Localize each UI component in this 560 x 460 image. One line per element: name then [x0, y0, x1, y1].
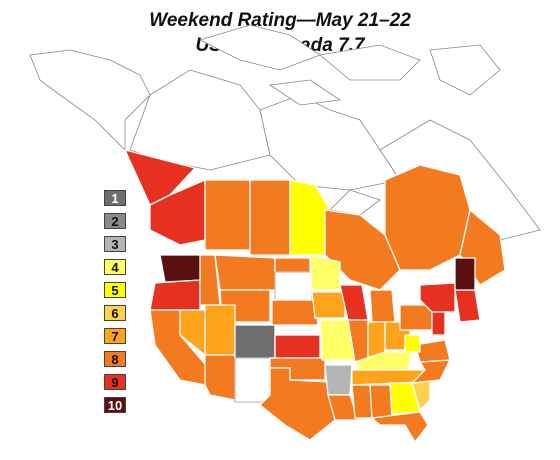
region-new-mexico [234, 357, 271, 403]
region-kansas [274, 334, 321, 359]
region-iowa [311, 291, 346, 319]
legend: 1 2 3 4 5 6 7 8 9 10 [104, 190, 126, 420]
region-virginia [414, 339, 451, 363]
region-utah [204, 304, 236, 356]
region-mississippi [351, 384, 373, 419]
legend-label: 4 [111, 260, 119, 275]
legend-label: 8 [111, 352, 119, 367]
region-arizona [204, 354, 236, 401]
legend-item-10: 10 [104, 397, 126, 413]
region-texas [259, 367, 336, 441]
region-washington [159, 254, 203, 283]
map-title: Weekend Rating—May 21–22 [149, 10, 411, 31]
region-maine [454, 257, 476, 291]
region-alabama [369, 384, 393, 419]
legend-item-5: 5 [104, 282, 126, 298]
legend-label: 5 [111, 283, 119, 298]
legend-label: 7 [111, 329, 119, 344]
region-new-jersey [431, 311, 446, 336]
legend-label: 2 [111, 214, 119, 229]
legend-label: 9 [111, 375, 119, 390]
region-colorado [234, 324, 276, 359]
region-west-virginia [404, 334, 421, 353]
region-alberta [204, 179, 251, 251]
region-manitoba [289, 179, 331, 256]
region-montana [214, 254, 276, 291]
legend-item-6: 6 [104, 305, 126, 321]
legend-item-8: 8 [104, 351, 126, 367]
region-minnesota [309, 254, 341, 291]
region-new-england [454, 289, 481, 323]
region-florida [371, 411, 429, 443]
region-michigan [369, 289, 396, 323]
region-saskatchewan [249, 179, 291, 256]
region-arkansas [324, 364, 353, 396]
rated-regions [124, 149, 506, 443]
region-nebraska [271, 299, 319, 326]
region-north-dakota [274, 257, 311, 273]
legend-item-3: 3 [104, 236, 126, 252]
legend-label: 6 [111, 306, 119, 321]
region-quebec [384, 164, 471, 271]
legend-item-1: 1 [104, 190, 126, 206]
legend-label: 1 [111, 191, 119, 206]
legend-item-9: 9 [104, 374, 126, 390]
legend-item-4: 4 [104, 259, 126, 275]
region-louisiana [327, 394, 359, 421]
region-south-dakota [274, 271, 313, 301]
legend-item-7: 7 [104, 328, 126, 344]
legend-item-2: 2 [104, 213, 126, 229]
region-kentucky [354, 351, 413, 371]
region-pennsylvania [399, 304, 433, 331]
legend-label: 3 [111, 237, 119, 252]
legend-label: 10 [107, 398, 123, 413]
region-oregon [149, 279, 201, 311]
